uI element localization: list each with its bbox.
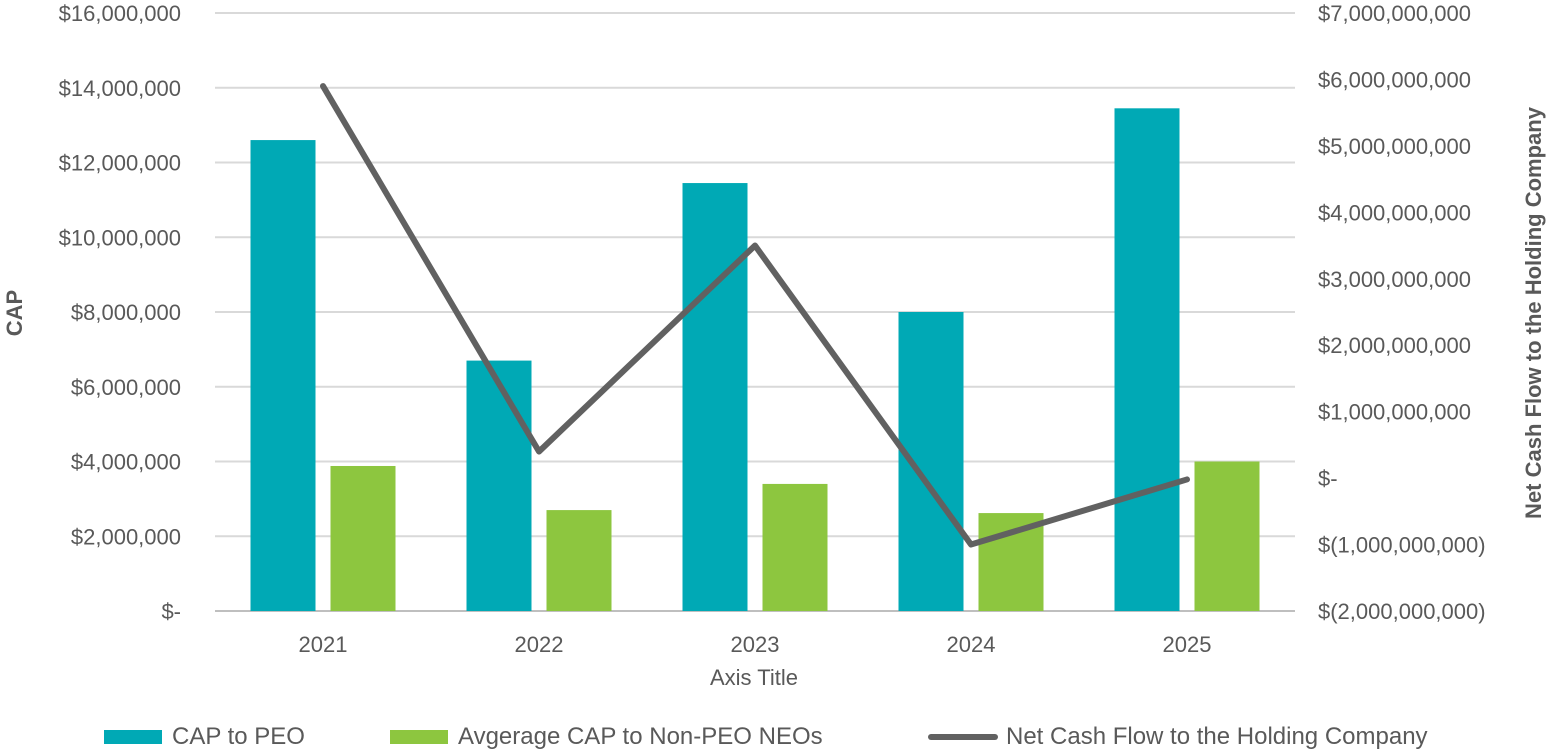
y2-tick-label: $3,000,000,000 (1318, 267, 1471, 292)
y-tick-label: $6,000,000 (71, 375, 181, 400)
legend-item-net-cash-flow: Net Cash Flow to the Holding Company (928, 718, 1428, 755)
y2-tick-label: $1,000,000,000 (1318, 400, 1471, 425)
y2-tick-label: $(1,000,000,000) (1318, 533, 1486, 558)
x-axis-ticks: 2021 2022 2023 2024 2025 (299, 632, 1212, 657)
bar-series (250, 108, 1260, 612)
bar-cap-to-non-peo-neos (546, 510, 612, 611)
gridlines (215, 12, 1295, 612)
y2-axis-title: Net Cash Flow to the Holding Company (1521, 106, 1546, 519)
y-tick-label: $14,000,000 (59, 76, 181, 101)
bar-cap-to-non-peo-neos (1194, 461, 1260, 611)
y2-tick-label: $6,000,000,000 (1318, 67, 1471, 92)
y2-tick-label: $(2,000,000,000) (1318, 599, 1486, 624)
bar-cap-to-peo (1114, 108, 1180, 612)
line-series (320, 83, 1190, 548)
left-axis-ticks: $16,000,000 $14,000,000 $12,000,000 $10,000… (59, 1, 181, 624)
y-tick-label: $12,000,000 (59, 151, 181, 176)
y2-tick-label: $7,000,000,000 (1318, 1, 1471, 26)
x-tick-label: 2023 (731, 632, 780, 657)
line-net-cash-flow (320, 83, 1190, 548)
legend-item-cap-peo: CAP to PEO (104, 718, 305, 755)
legend-item-cap-neo: Avgerage CAP to Non-PEO NEOs (390, 718, 823, 755)
y2-tick-label: $- (1318, 466, 1338, 491)
y-axis-title: CAP (2, 290, 27, 336)
x-tick-label: 2021 (299, 632, 348, 657)
x-tick-label: 2022 (515, 632, 564, 657)
bar-cap-to-peo (466, 360, 532, 611)
y-tick-label: $4,000,000 (71, 450, 181, 475)
y2-tick-label: $5,000,000,000 (1318, 134, 1471, 159)
bar-cap-to-non-peo-neos (762, 483, 828, 611)
x-axis-title: Axis Title (710, 665, 798, 690)
legend: CAP to PEO Avgerage CAP to Non-PEO NEOs … (0, 718, 1550, 755)
legend-swatch-cap-neo (390, 729, 448, 744)
y-tick-label: $- (161, 599, 181, 624)
y-tick-label: $8,000,000 (71, 300, 181, 325)
legend-label-cap-neo: Avgerage CAP to Non-PEO NEOs (458, 722, 823, 750)
legend-label-cap-peo: CAP to PEO (172, 722, 305, 750)
y-tick-label: $2,000,000 (71, 524, 181, 549)
legend-swatch-cap-peo (104, 729, 162, 744)
bar-cap-to-peo (250, 140, 316, 611)
y-tick-label: $10,000,000 (59, 225, 181, 250)
x-tick-label: 2024 (947, 632, 996, 657)
legend-label-net-cash-flow: Net Cash Flow to the Holding Company (1006, 722, 1428, 750)
y2-tick-label: $2,000,000,000 (1318, 333, 1471, 358)
combo-chart: $16,000,000 $14,000,000 $12,000,000 $10,000… (2, 1, 1546, 690)
legend-swatch-net-cash-flow (928, 733, 998, 740)
bar-cap-to-non-peo-neos (330, 465, 396, 611)
x-tick-label: 2025 (1163, 632, 1212, 657)
y-tick-label: $16,000,000 (59, 1, 181, 26)
right-axis-ticks: $7,000,000,000 $6,000,000,000 $5,000,000,0… (1318, 1, 1486, 624)
bar-cap-to-peo (682, 183, 748, 611)
y2-tick-label: $4,000,000,000 (1318, 200, 1471, 225)
